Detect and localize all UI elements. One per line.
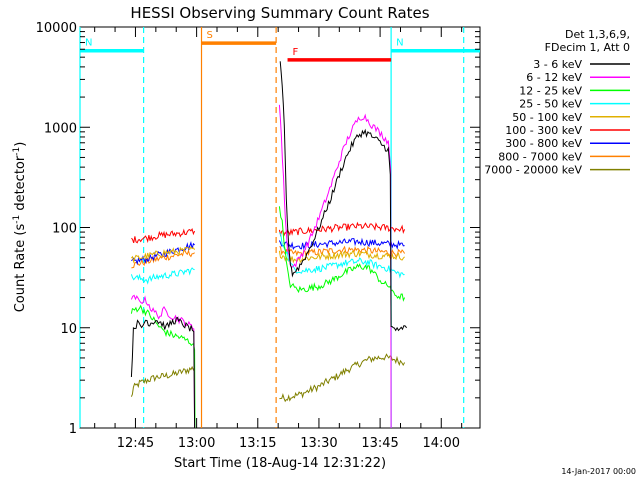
y-axis-label-sup2: -1 xyxy=(12,147,22,156)
series-line-8-segment-1 xyxy=(279,353,406,403)
series-line-6-segment-1 xyxy=(278,237,405,251)
series-line-0-segment-0 xyxy=(130,316,196,429)
y-tick-label-1000: 1000 xyxy=(44,121,77,136)
y-tick-label-10: 10 xyxy=(60,322,77,337)
legend-entry-label-6: 300 - 800 keV xyxy=(505,137,582,150)
series-line-8-segment-0 xyxy=(130,365,196,397)
legend-entry-label-1: 6 - 12 keV xyxy=(526,71,582,84)
footer-date: 14-Jan-2017 00:00 xyxy=(561,467,636,476)
chart-title: HESSI Observing Summary Count Rates xyxy=(130,4,429,22)
legend-entry-label-7: 800 - 7000 keV xyxy=(498,150,582,163)
series-line-2-segment-0 xyxy=(130,304,196,429)
y-axis-label-sup1: -1 xyxy=(12,215,22,224)
series-line-7-segment-1 xyxy=(279,245,406,259)
series-line-3-segment-1 xyxy=(278,232,405,279)
series-line-4-segment-1 xyxy=(278,249,405,264)
y-axis-label: Count Rate (s-1 detector-1) xyxy=(12,142,28,313)
series-line-0-segment-1 xyxy=(279,61,407,332)
y-axis-label-part2: detector xyxy=(13,155,28,215)
x-tick-label-13-15: 13:15 xyxy=(239,436,276,451)
y-axis-label-part3: ) xyxy=(13,142,28,147)
x-tick-label-13-00: 13:00 xyxy=(178,436,215,451)
series-line-5-segment-0 xyxy=(131,227,196,244)
legend-entry-label-4: 50 - 100 keV xyxy=(512,111,582,124)
series-line-4-segment-0 xyxy=(131,246,196,264)
series-line-5-segment-1 xyxy=(278,221,406,237)
x-tick-label-12-45: 12:45 xyxy=(117,436,154,451)
y-tick-label-10000: 10000 xyxy=(36,21,77,36)
legend-entry-label-2: 12 - 25 keV xyxy=(519,84,582,97)
series-line-1-segment-1 xyxy=(278,104,392,429)
legend-entry-label-8: 7000 - 20000 keV xyxy=(484,164,582,177)
flag-label-F-3: F xyxy=(293,47,299,58)
legend-entry-label-5: 100 - 300 keV xyxy=(505,124,582,137)
plot-frame xyxy=(79,26,481,429)
series-line-1-segment-0 xyxy=(130,294,196,429)
y-tick-label-100: 100 xyxy=(52,222,77,237)
plot-area: N N S F 1 10 100 1000 10000 12:45 13:00 13:15 13:30 1… xyxy=(36,21,481,451)
legend-header-line-2: FDecim 1, Att 0 xyxy=(545,41,630,54)
flag-label-N-1: N xyxy=(396,38,403,49)
x-tick-label-14-00: 14:00 xyxy=(423,436,460,451)
flag-label-N-0: N xyxy=(85,38,92,49)
y-axis-label-part1: Count Rate (s xyxy=(13,224,28,313)
series-line-3-segment-0 xyxy=(130,267,195,285)
y-tick-label-1: 1 xyxy=(69,422,77,437)
x-tick-label-13-45: 13:45 xyxy=(361,436,398,451)
legend-entry-label-0: 3 - 6 keV xyxy=(533,58,582,71)
x-axis-label: Start Time (18-Aug-14 12:31:22) xyxy=(174,456,386,471)
legend-header-line-1: Det 1,3,6,9, xyxy=(565,28,630,41)
flag-label-S-2: S xyxy=(207,30,213,41)
legend-entry-label-3: 25 - 50 keV xyxy=(519,98,582,111)
series-line-2-segment-1 xyxy=(278,206,406,302)
x-tick-label-13-30: 13:30 xyxy=(300,436,337,451)
